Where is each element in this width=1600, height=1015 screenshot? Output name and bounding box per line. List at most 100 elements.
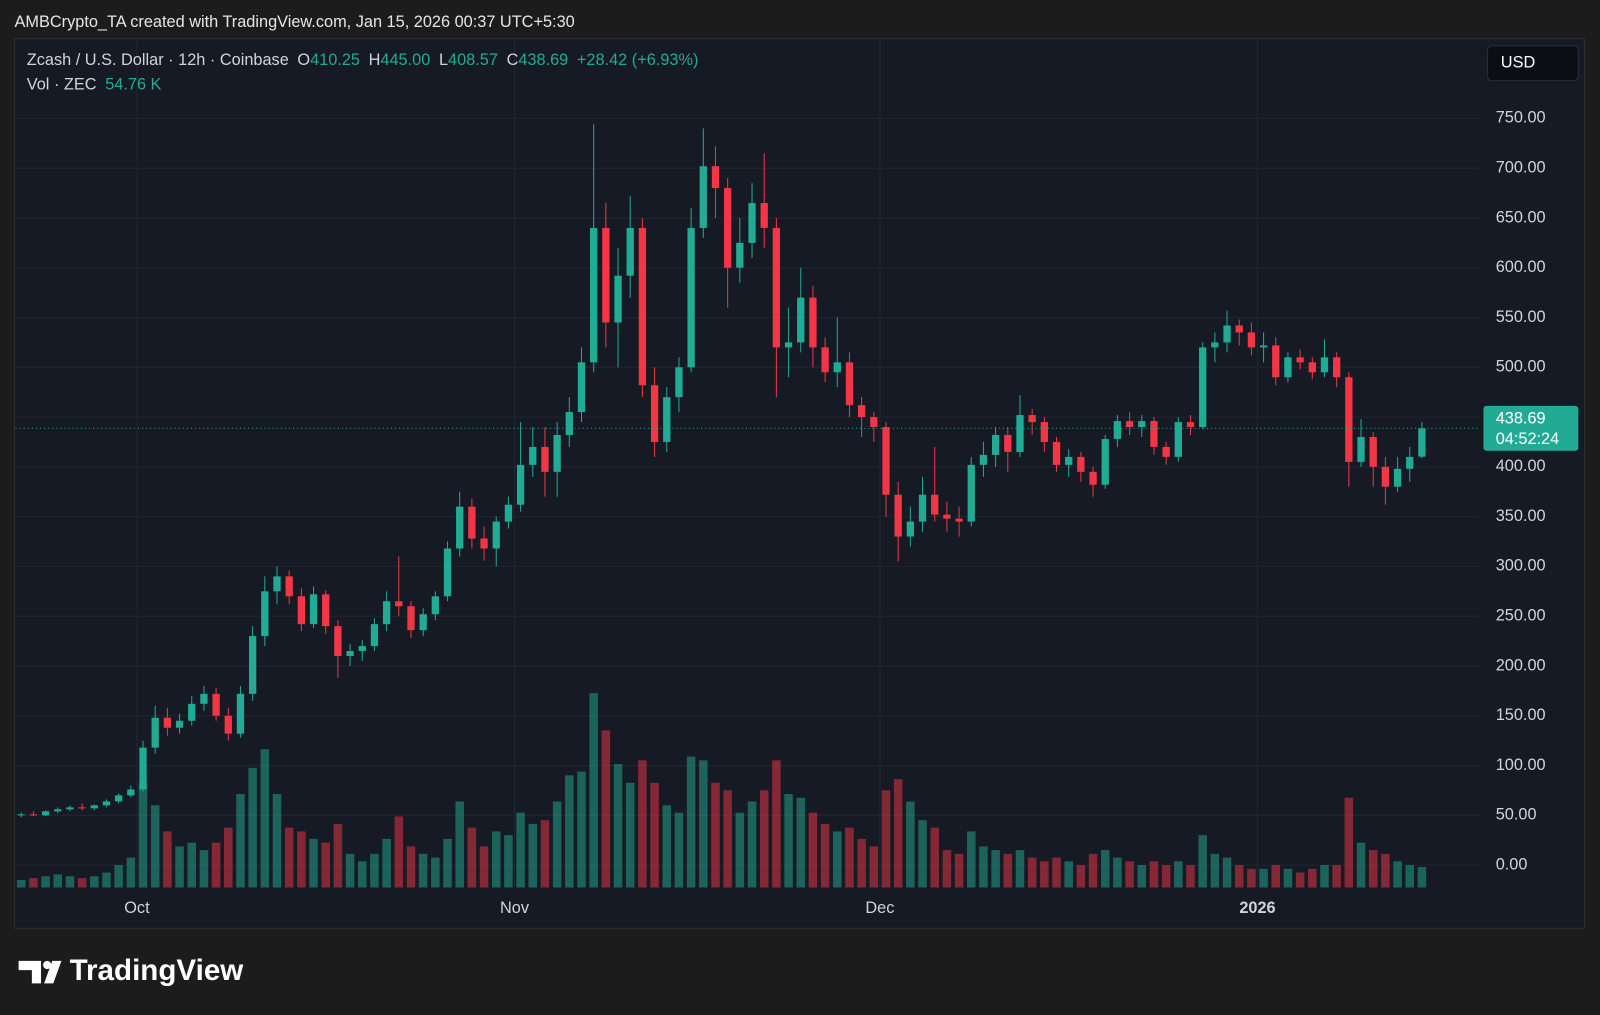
candle-body: [480, 538, 488, 549]
candle-body: [1272, 345, 1280, 378]
symbol: Zcash / U.S. Dollar · 12h · Coinbase: [27, 52, 289, 70]
candle-body: [1418, 428, 1426, 457]
volume-bar: [1210, 853, 1220, 888]
candle-body: [565, 412, 573, 436]
candle-body: [334, 626, 342, 657]
candle-body: [297, 596, 306, 625]
x-tick-label: 2026: [1239, 899, 1275, 917]
volume-bar: [467, 827, 477, 888]
candle-body: [687, 227, 695, 368]
volume-bar: [723, 790, 732, 888]
candle-body: [309, 594, 318, 625]
last-price-label: 438.69: [1496, 409, 1546, 427]
volume-bar: [150, 805, 160, 888]
candle-body: [1259, 345, 1268, 348]
candle-body: [1138, 421, 1146, 428]
candle-body: [78, 807, 86, 809]
volume-bar: [479, 846, 489, 888]
volume-bar: [1417, 867, 1427, 888]
volume-bar: [443, 838, 452, 888]
volume-bar: [260, 749, 270, 888]
candle-body: [407, 606, 415, 631]
countdown: 04:52:24: [1496, 430, 1560, 448]
candle-body: [443, 548, 452, 597]
volume-bar: [565, 775, 574, 888]
candle-body: [102, 801, 111, 806]
candle-body: [1357, 436, 1365, 462]
volume-bar: [796, 797, 806, 888]
volume-bar: [138, 782, 148, 888]
volume-bar: [1040, 861, 1049, 888]
candle-body: [748, 203, 756, 243]
candle-body: [699, 166, 707, 228]
currency-button[interactable]: [1487, 45, 1579, 82]
candle-body: [967, 464, 975, 522]
candle-body: [1369, 436, 1377, 467]
volume-bar: [1247, 868, 1256, 888]
volume-bar: [589, 693, 598, 888]
volume-bar: [16, 880, 26, 888]
candle-body: [456, 506, 464, 549]
volume-bar: [833, 831, 842, 888]
volume-bar: [382, 838, 391, 888]
volume-bar: [1405, 865, 1415, 888]
volume-legend: Vol · ZEC 54.76 K: [27, 76, 162, 94]
volume-bar: [1149, 861, 1159, 888]
candle-body: [1016, 415, 1024, 452]
volume-bar: [540, 820, 550, 888]
candle-layer: [15, 124, 1480, 818]
candle-body: [1077, 456, 1085, 472]
candle-body: [809, 297, 817, 348]
candle-body: [1284, 357, 1292, 378]
volume-bar: [418, 853, 428, 888]
volume-bar: [625, 782, 635, 888]
y-tick-label: 600.00: [1496, 258, 1546, 276]
candle-body: [553, 435, 561, 472]
candle-body: [395, 601, 403, 607]
candle-body: [1381, 466, 1390, 487]
candle-body: [784, 342, 793, 348]
candle-body: [1150, 421, 1158, 447]
currency-label[interactable]: USD: [1501, 54, 1535, 72]
candle-body: [29, 814, 38, 816]
logo-dot: [43, 960, 52, 970]
volume-bar: [333, 823, 343, 888]
candle-body: [736, 242, 744, 268]
ohlc-value: 408.57: [448, 52, 498, 70]
y-tick-label: 400.00: [1496, 457, 1546, 475]
volume-bar: [552, 801, 562, 888]
candle-body: [577, 362, 586, 413]
candle-body: [1199, 347, 1207, 428]
volume-bar: [211, 842, 221, 888]
volume-bar: [747, 801, 757, 888]
volume-bar: [772, 760, 781, 888]
volume-bar: [53, 874, 63, 888]
candle-body: [1162, 446, 1170, 457]
candle-body: [882, 427, 890, 495]
volume-bar: [297, 831, 306, 888]
volume-bar: [1368, 850, 1378, 888]
candle-body: [1296, 357, 1304, 363]
candle-body: [1065, 456, 1073, 465]
y-tick-label: 700.00: [1496, 159, 1546, 177]
candle-body: [711, 166, 720, 189]
candle-body: [1345, 377, 1353, 462]
y-tick-label: 550.00: [1496, 308, 1546, 326]
candle-body: [90, 805, 98, 809]
volume-bar: [1381, 853, 1390, 888]
ohlc-label: L: [439, 52, 448, 70]
y-tick-label: 0.00: [1496, 855, 1528, 873]
candle-body: [66, 807, 74, 810]
candle-body: [17, 814, 25, 816]
candle-body: [1174, 422, 1182, 457]
volume-bar: [1308, 868, 1317, 888]
candle-body: [1320, 357, 1329, 373]
candle-body: [943, 514, 951, 519]
volume-bar: [613, 764, 623, 888]
candle-body: [139, 747, 147, 790]
y-tick-label: 650.00: [1496, 208, 1546, 226]
attribution: AMBCrypto_TA created with TradingView.co…: [15, 13, 575, 31]
candle-body: [724, 188, 732, 268]
candle-body: [663, 397, 671, 442]
candle-body: [431, 596, 439, 615]
